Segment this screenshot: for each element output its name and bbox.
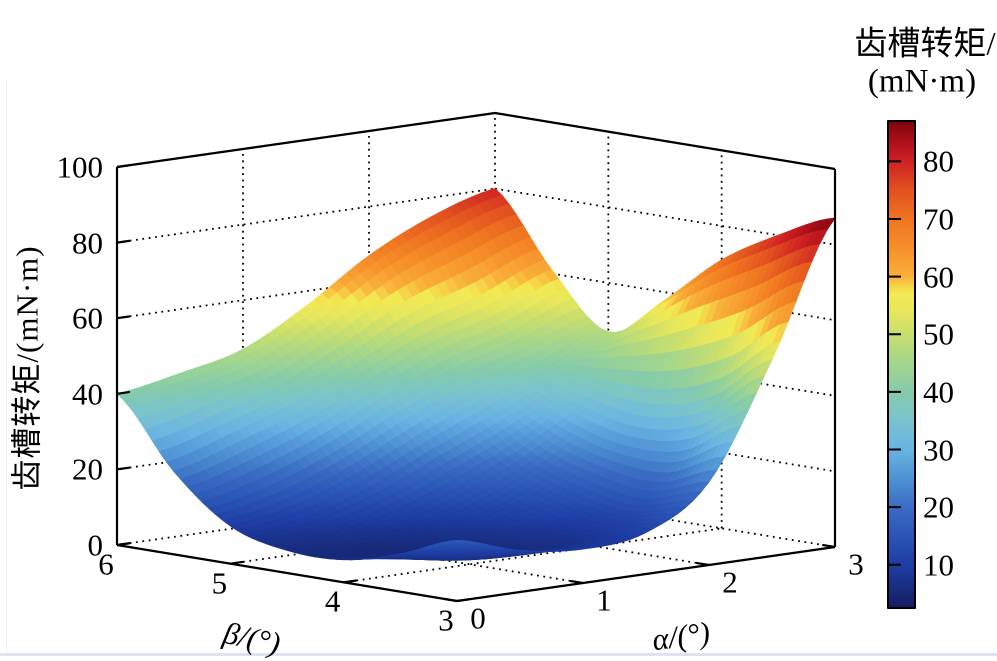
colorbar-title-line2: (mN·m) — [867, 63, 977, 100]
beta-tick-label: 3 — [438, 602, 454, 638]
colorbar-tick-label: 20 — [923, 489, 954, 525]
colorbar-title-line1: 齿槽转矩/ — [854, 26, 996, 63]
z-tick-label: 60 — [72, 300, 103, 336]
colorbar-tick-label: 30 — [923, 432, 954, 467]
colorbar-tick-label: 60 — [923, 259, 954, 295]
colorbar-tick-label: 80 — [923, 143, 954, 179]
z-tick-label: 100 — [56, 149, 104, 185]
alpha-tick-label: 1 — [596, 582, 612, 618]
z-tick-label: 0 — [87, 527, 104, 563]
alpha-axis-title: α/(°) — [649, 614, 713, 658]
colorbar-tick-label: 10 — [923, 547, 954, 583]
colorbar-tick-label: 70 — [923, 201, 954, 237]
beta-tick-label: 6 — [98, 546, 114, 582]
z-tick-label: 20 — [72, 451, 103, 487]
crop-artifact-line — [6, 80, 7, 652]
alpha-tick-label: 2 — [722, 564, 738, 600]
colorbar-tick-label: 40 — [923, 374, 954, 410]
beta-tick-label: 5 — [211, 565, 228, 601]
z-tick-label: 80 — [72, 225, 103, 261]
colorbar-tick-label: 50 — [923, 316, 954, 352]
page-bottom-strip — [0, 653, 997, 656]
z-axis-title: 齿槽转矩/(mN·m) — [9, 245, 45, 491]
alpha-tick-label: 3 — [848, 546, 864, 582]
alpha-tick-label: 0 — [470, 600, 486, 636]
z-tick-label: 40 — [72, 376, 103, 412]
beta-tick-label: 4 — [324, 583, 341, 619]
